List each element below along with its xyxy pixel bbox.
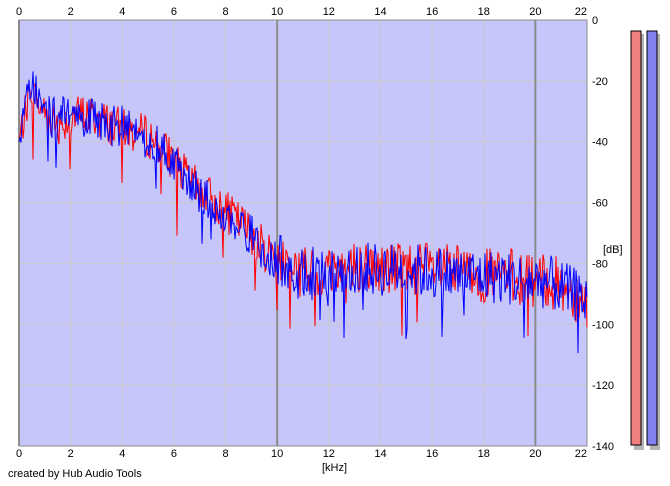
x-tick-label: 10: [271, 6, 283, 18]
x-tick-label: 0: [16, 6, 22, 18]
x-tick-label: 2: [68, 6, 74, 18]
right-level-meter: [646, 30, 658, 446]
left-channel-trace: [18, 83, 588, 337]
x-tick-label: 14: [374, 448, 386, 460]
x-tick-labels-bottom: 0 2 4 6 8 10 12 14 16 18 20 22: [16, 448, 587, 460]
x-tick-label: 12: [323, 6, 335, 18]
credit-text: created by Hub Audio Tools: [8, 468, 142, 480]
y-tick-label: -100: [592, 319, 614, 331]
x-tick-label: 6: [171, 448, 177, 460]
x-tick-label: 0: [16, 448, 22, 460]
left-level-meter: [630, 30, 642, 446]
y-tick-label: -40: [592, 137, 608, 149]
x-tick-label: 6: [171, 6, 177, 18]
x-tick-label: 16: [426, 448, 438, 460]
x-tick-labels-top: 0 2 4 6 8 10 12 14 16 18 20 22: [16, 6, 587, 18]
y-tick-label: -20: [592, 76, 608, 88]
y-tick-label: -120: [592, 380, 614, 392]
y-tick-label: -140: [592, 441, 614, 453]
x-tick-label: 22: [575, 6, 587, 18]
y-axis-label: [dB]: [603, 244, 623, 256]
x-tick-label: 12: [323, 448, 335, 460]
x-tick-label: 8: [222, 6, 228, 18]
x-tick-label: 18: [478, 6, 490, 18]
level-meters: [630, 30, 660, 450]
plot-fill: [19, 20, 587, 446]
x-tick-label: 2: [68, 448, 74, 460]
x-tick-label: 10: [271, 448, 283, 460]
y-tick-label: -80: [592, 258, 608, 270]
y-tick-label: -60: [592, 198, 608, 210]
grid: [18, 19, 588, 447]
x-tick-label: 16: [426, 6, 438, 18]
plot-border: [18, 19, 588, 447]
y-tick-label: 0: [592, 15, 598, 27]
x-tick-label: 20: [529, 6, 541, 18]
spectrum-traces: [18, 71, 588, 354]
x-tick-label: 22: [575, 448, 587, 460]
y-tick-labels: 0 -20 -40 -60 -80 -100 -120 -140: [592, 15, 614, 453]
x-tick-label: 4: [119, 448, 125, 460]
right-channel-trace: [18, 71, 588, 354]
x-tick-label: 18: [478, 448, 490, 460]
x-tick-label: 20: [529, 448, 541, 460]
x-axis-label: [kHz]: [322, 462, 347, 474]
x-tick-label: 14: [374, 6, 386, 18]
x-tick-label: 4: [119, 6, 125, 18]
x-tick-label: 8: [222, 448, 228, 460]
